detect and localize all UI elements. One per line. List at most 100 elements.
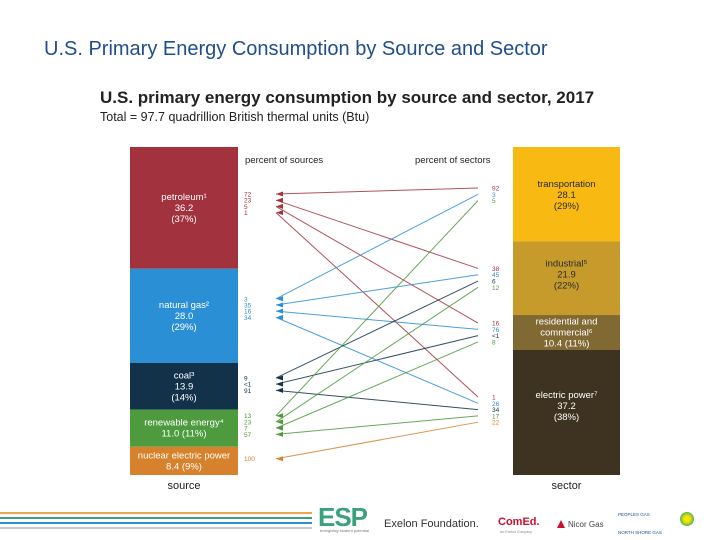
- sector-pct-residential: 16: [492, 321, 500, 328]
- sector-pct-electric: 22: [492, 420, 500, 427]
- esp-tagline: energizing student potential: [320, 528, 369, 533]
- flow-arrow-natural_gas-to-residential: [276, 308, 283, 314]
- footer-stripe: [0, 522, 312, 524]
- source-label-petroleum: 36.2: [175, 203, 194, 214]
- flow-arrow-natural_gas-to-transportation: [276, 296, 283, 302]
- sector-label-residential: commercial⁶: [540, 328, 593, 339]
- source-pct-natural_gas: 16: [244, 309, 252, 316]
- flow-line-natural_gas-to-transportation: [275, 193, 479, 300]
- sector-label-electric: (38%): [554, 412, 579, 423]
- sector-pct-transportation: 92: [492, 186, 500, 193]
- comed-logo: ComEd.: [498, 516, 540, 528]
- right-header: percent of sectors: [415, 155, 491, 166]
- sector-pct-industrial: 45: [492, 272, 500, 279]
- flow-line-nuclear-to-electric: [275, 421, 479, 460]
- flow-line-petroleum-to-industrial: [275, 199, 479, 269]
- source-label-coal: (14%): [171, 392, 196, 403]
- flow-arrow-renewable-to-transportation: [276, 413, 283, 419]
- chart-title: U.S. primary energy consumption by sourc…: [100, 88, 595, 107]
- nicor-gas-logo: Nicor Gas: [568, 520, 604, 529]
- sector-axis-label: sector: [552, 480, 582, 492]
- source-bar-renewable: [130, 409, 238, 447]
- left-header: percent of sources: [245, 155, 323, 166]
- source-pct-renewable: 13: [244, 413, 252, 420]
- sector-pct-residential: 76: [492, 327, 500, 334]
- flow-line-renewable-to-industrial: [275, 286, 479, 423]
- flow-arrow-coal-to-electric: [276, 387, 283, 393]
- north-shore-gas-logo: NORTH SHORE GAS: [618, 530, 662, 535]
- slide-title: U.S. Primary Energy Consumption by Sourc…: [44, 38, 548, 60]
- source-pct-natural_gas: 35: [244, 302, 252, 309]
- flow-line-coal-to-residential: [275, 335, 479, 385]
- sector-label-residential: residential and: [536, 317, 598, 328]
- sector-bar-electric: [513, 349, 620, 475]
- source-label-renewable: renewable energy⁴: [144, 418, 224, 429]
- source-pct-renewable: 23: [244, 419, 252, 426]
- source-pct-renewable: 7: [244, 426, 248, 433]
- bp-helios-icon: [680, 512, 694, 526]
- sector-pct-electric: 26: [492, 401, 500, 408]
- flow-line-renewable-to-transportation: [275, 200, 479, 417]
- source-pct-nuclear: 100: [244, 456, 255, 463]
- source-pct-petroleum: 72: [244, 192, 252, 199]
- flow-arrow-petroleum-to-transportation: [276, 191, 283, 197]
- flow-line-coal-to-industrial: [275, 280, 479, 379]
- source-bar-natural_gas: [130, 268, 238, 363]
- source-bar-nuclear: [130, 446, 238, 475]
- source-bar-coal: [130, 362, 238, 410]
- flow-arrow-natural_gas-to-industrial: [276, 302, 283, 308]
- flow-arrow-renewable-to-residential: [276, 425, 283, 431]
- peoples-gas-logo: PEOPLES GAS: [618, 512, 650, 517]
- flow-arrow-nuclear-to-electric: [276, 456, 283, 462]
- flow-arrow-petroleum-to-residential: [276, 203, 283, 209]
- source-pct-coal: 91: [244, 388, 252, 395]
- sector-label-transportation: 28.1: [557, 190, 576, 201]
- sector-bar-industrial: [513, 241, 620, 316]
- comed-tagline: An Exelon Company: [500, 530, 532, 534]
- source-pct-coal: <1: [244, 382, 252, 389]
- footer-stripe: [0, 517, 312, 519]
- sector-label-residential: 10.4 (11%): [544, 339, 590, 350]
- source-pct-petroleum: 5: [244, 204, 248, 211]
- flow-arrow-coal-to-residential: [276, 381, 283, 387]
- sector-label-industrial: industrial⁵: [546, 258, 588, 269]
- flow-line-natural_gas-to-residential: [275, 310, 479, 330]
- footer: [0, 496, 720, 540]
- sector-pct-industrial: 12: [492, 285, 500, 292]
- flow-line-petroleum-to-transportation: [275, 187, 479, 195]
- sector-pct-electric: 1: [492, 394, 496, 401]
- sector-pct-residential: 8: [492, 339, 496, 346]
- flow-line-renewable-to-residential: [275, 341, 479, 429]
- source-pct-petroleum: 23: [244, 198, 252, 205]
- flow-line-petroleum-to-electric: [275, 212, 479, 398]
- sector-pct-electric: 34: [492, 407, 500, 414]
- sector-bar-transportation: [513, 147, 620, 242]
- flow-line-natural_gas-to-industrial: [275, 274, 479, 306]
- source-pct-natural_gas: 34: [244, 315, 252, 322]
- sector-pct-transportation: 3: [492, 192, 496, 199]
- flow-line-petroleum-to-residential: [275, 205, 479, 324]
- source-label-coal: 13.9: [175, 381, 194, 392]
- sector-pct-industrial: 6: [492, 279, 496, 286]
- sector-label-electric: electric power⁷: [535, 390, 598, 401]
- sector-pct-industrial: 38: [492, 266, 500, 273]
- footer-stripe: [0, 512, 312, 514]
- flow-arrow-renewable-to-electric: [276, 431, 283, 437]
- source-pct-natural_gas: 3: [244, 296, 248, 303]
- source-label-natural_gas: 28.0: [175, 311, 194, 322]
- sector-label-transportation: (29%): [554, 201, 579, 212]
- source-label-coal: coal³: [174, 370, 195, 381]
- source-label-renewable: 11.0 (11%): [161, 429, 206, 440]
- source-pct-coal: 9: [244, 375, 248, 382]
- source-label-petroleum: petroleum¹: [161, 192, 206, 203]
- source-axis-label: source: [167, 480, 200, 492]
- source-bar-petroleum: [130, 147, 238, 269]
- exelon-foundation-logo: Exelon Foundation.: [384, 518, 479, 530]
- source-label-natural_gas: (29%): [171, 322, 196, 333]
- flow-line-renewable-to-electric: [275, 415, 479, 435]
- source-label-natural_gas: natural gas²: [159, 300, 209, 311]
- flow-arrow-petroleum-to-electric: [276, 210, 283, 216]
- flow-line-coal-to-electric: [275, 389, 479, 411]
- flow-arrow-coal-to-industrial: [276, 375, 283, 381]
